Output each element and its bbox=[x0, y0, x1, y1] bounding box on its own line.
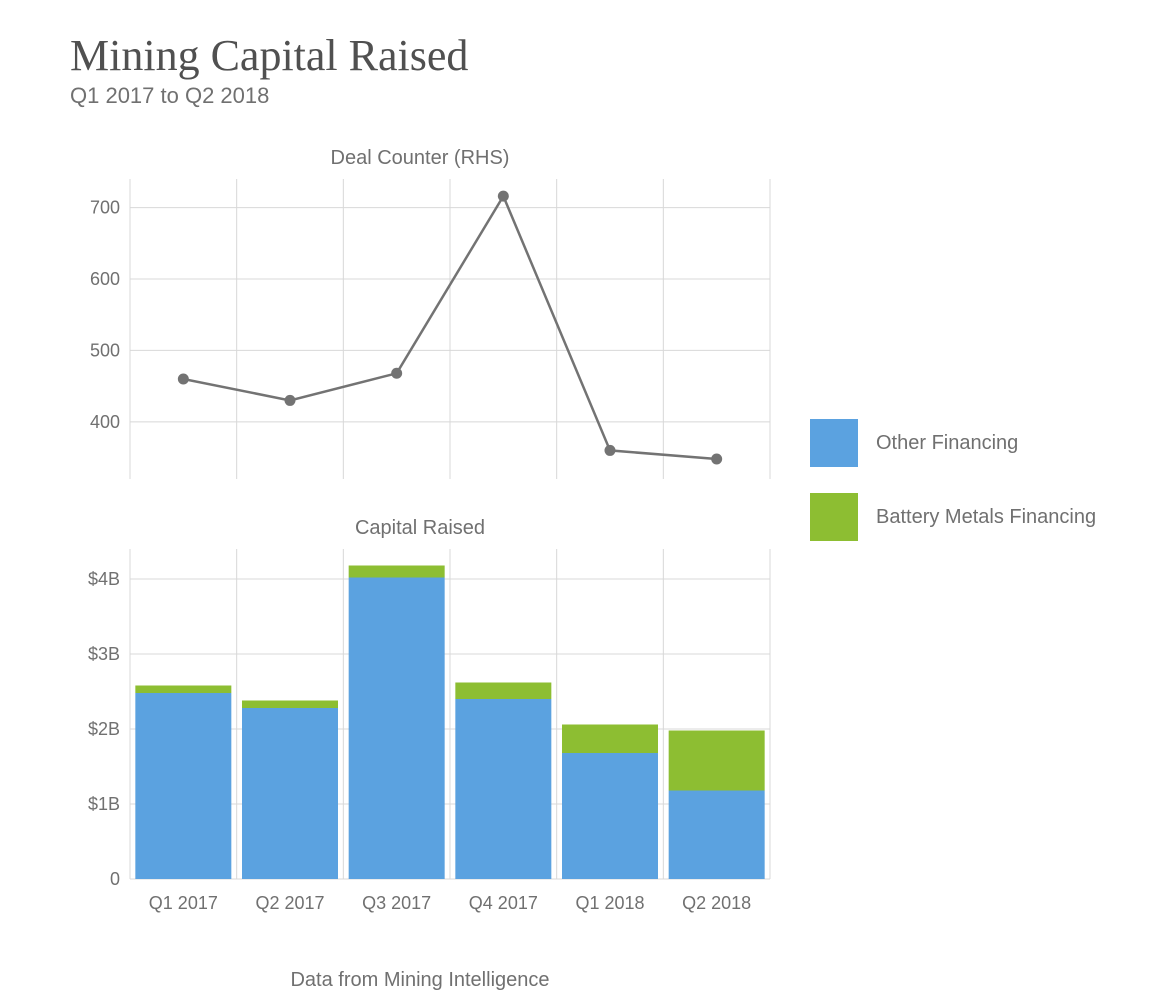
bar-segment-other_financing bbox=[349, 578, 445, 880]
bar-segment-other_financing bbox=[455, 699, 551, 879]
x-tick-label: Q1 2017 bbox=[149, 893, 218, 913]
deal-counter-marker bbox=[605, 445, 616, 456]
bar-segment-battery_metals bbox=[135, 686, 231, 694]
x-tick-label: Q2 2018 bbox=[682, 893, 751, 913]
legend-label: Other Financing bbox=[876, 432, 1018, 455]
deal-counter-marker bbox=[285, 395, 296, 406]
deal-counter-marker bbox=[178, 374, 189, 385]
x-tick-label: Q1 2018 bbox=[575, 893, 644, 913]
deal-counter-marker bbox=[498, 191, 509, 202]
line-y-tick-label: 400 bbox=[90, 412, 120, 432]
bar-segment-other_financing bbox=[562, 753, 658, 879]
bar-segment-battery_metals bbox=[349, 566, 445, 578]
bar-segment-other_financing bbox=[242, 708, 338, 879]
bar-y-tick-label: $3B bbox=[88, 644, 120, 664]
bar-y-tick-label: 0 bbox=[110, 869, 120, 889]
plots-column: Deal Counter (RHS) 400 500 600 700 Capital … bbox=[60, 119, 780, 992]
x-tick-label: Q4 2017 bbox=[469, 893, 538, 913]
legend-item: Battery Metals Financing bbox=[810, 493, 1110, 541]
legend-swatch bbox=[810, 493, 858, 541]
legend: Other Financing Battery Metals Financing bbox=[780, 119, 1110, 567]
bar-panel-title: Capital Raised bbox=[60, 517, 780, 540]
line-panel-title: Deal Counter (RHS) bbox=[60, 147, 780, 170]
bar-segment-battery_metals bbox=[669, 731, 765, 791]
deal-counter-marker bbox=[711, 454, 722, 465]
bar-segment-other_financing bbox=[135, 693, 231, 879]
bar-y-tick-label: $4B bbox=[88, 569, 120, 589]
line-panel: Deal Counter (RHS) 400 500 600 700 bbox=[60, 147, 780, 489]
bar-y-tick-label: $2B bbox=[88, 719, 120, 739]
bar-y-tick-label: $1B bbox=[88, 794, 120, 814]
chart-caption: Data from Mining Intelligence bbox=[60, 969, 780, 992]
legend-label: Battery Metals Financing bbox=[876, 506, 1096, 529]
line-y-tick-label: 600 bbox=[90, 269, 120, 289]
chart-subtitle: Q1 2017 to Q2 2018 bbox=[70, 83, 1110, 109]
chart-title: Mining Capital Raised bbox=[70, 30, 1110, 81]
bar-panel: Capital Raised 0 $1B $2B $3B $4B Q1 2017 Q2 20… bbox=[60, 517, 780, 929]
page: Mining Capital Raised Q1 2017 to Q2 2018… bbox=[0, 0, 1150, 978]
line-chart-svg: 400 500 600 700 bbox=[60, 174, 780, 484]
bar-segment-battery_metals bbox=[455, 683, 551, 700]
legend-item: Other Financing bbox=[810, 419, 1110, 467]
legend-swatch bbox=[810, 419, 858, 467]
line-y-tick-label: 700 bbox=[90, 198, 120, 218]
bar-segment-other_financing bbox=[669, 791, 765, 880]
x-tick-label: Q3 2017 bbox=[362, 893, 431, 913]
line-y-tick-label: 500 bbox=[90, 340, 120, 360]
x-tick-label: Q2 2017 bbox=[255, 893, 324, 913]
deal-counter-marker bbox=[391, 368, 402, 379]
charts-row: Deal Counter (RHS) 400 500 600 700 Capital … bbox=[60, 119, 1110, 992]
bar-segment-battery_metals bbox=[562, 725, 658, 754]
bar-segment-battery_metals bbox=[242, 701, 338, 709]
bar-chart-svg: 0 $1B $2B $3B $4B Q1 2017 Q2 2017 Q3 2017 Q4 201… bbox=[60, 544, 780, 924]
title-block: Mining Capital Raised Q1 2017 to Q2 2018 bbox=[70, 30, 1110, 109]
